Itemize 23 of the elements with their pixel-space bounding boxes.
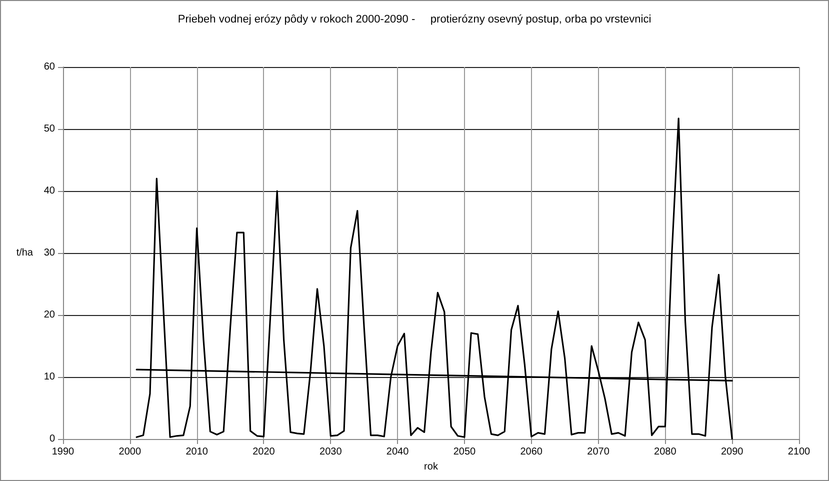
y-tick-label: 10 [44,372,56,382]
x-tick-label: 2080 [654,446,677,458]
y-tick-label: 40 [44,186,56,196]
x-tick-label: 2100 [788,446,811,458]
y-tick-label: 60 [44,62,56,72]
x-tick-label: 2070 [587,446,610,458]
x-tick-label: 1990 [52,446,75,458]
x-tick-label: 2010 [186,446,208,458]
y-tick-label: 0 [49,434,56,444]
y-tick-label: 20 [44,310,56,320]
x-tick-label: 2060 [520,446,543,458]
x-tick-label: 2040 [386,446,410,458]
x-tick-label: 2000 [118,446,142,458]
line-series [136,118,733,440]
x-axis-title: rok [424,461,439,472]
x-tick-label: 2050 [453,446,476,458]
chart-title: Priebeh vodnej erózy pôdy v rokoch 2000-2090 - protierózny osevný postup, orba po vrstevnici [178,14,652,26]
y-tick-label: 50 [44,124,56,134]
x-tick-label: 2020 [252,446,276,458]
y-axis-title: t/ha [16,248,34,258]
x-tick-label: 2030 [320,446,342,458]
y-tick-label: 30 [44,248,56,258]
x-tick-label: 2090 [720,446,744,458]
